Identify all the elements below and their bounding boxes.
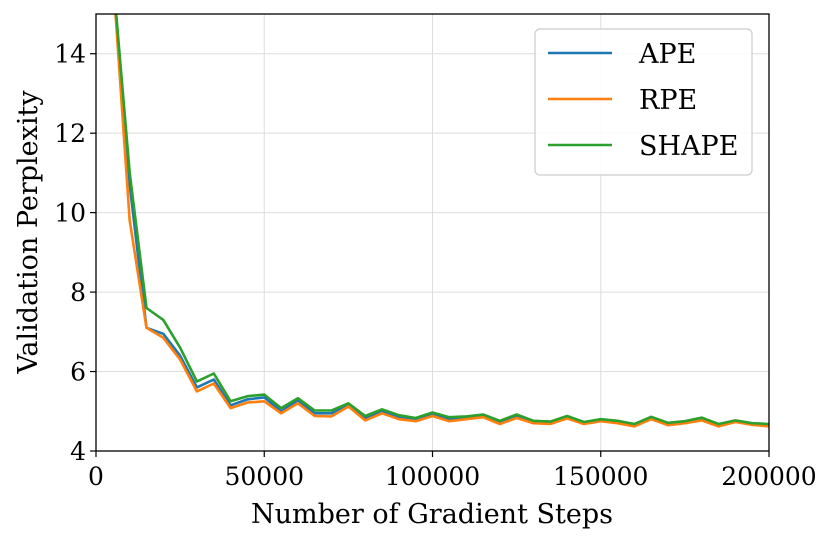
y-tick-label: 6 (70, 358, 86, 387)
x-tick-label: 0 (88, 462, 104, 491)
y-tick-label: 4 (70, 437, 86, 466)
y-tick-label: 14 (54, 40, 86, 69)
x-tick-label: 100000 (385, 462, 480, 491)
x-tick-label: 50000 (224, 462, 304, 491)
y-tick-label: 10 (54, 199, 86, 228)
series-line-rpe (114, 14, 769, 428)
ticks: 0 50000 100000 150000 200000 4 6 8 10 12 14 (54, 40, 817, 491)
legend-label-shape: SHAPE (639, 131, 738, 162)
legend: APE RPE SHAPE (534, 28, 753, 176)
y-axis-label: Validation Perplexity (13, 90, 44, 375)
y-tick-label: 8 (70, 278, 86, 307)
legend-label-rpe: RPE (639, 85, 697, 116)
series-layer (114, 14, 769, 428)
x-tick-label: 150000 (553, 462, 648, 491)
legend-label-ape: APE (638, 39, 696, 70)
y-tick-label: 12 (54, 119, 86, 148)
series-line-shape (114, 14, 769, 426)
legend-box (534, 28, 753, 176)
x-tick-label: 200000 (721, 462, 816, 491)
x-axis-label: Number of Gradient Steps (251, 499, 613, 530)
